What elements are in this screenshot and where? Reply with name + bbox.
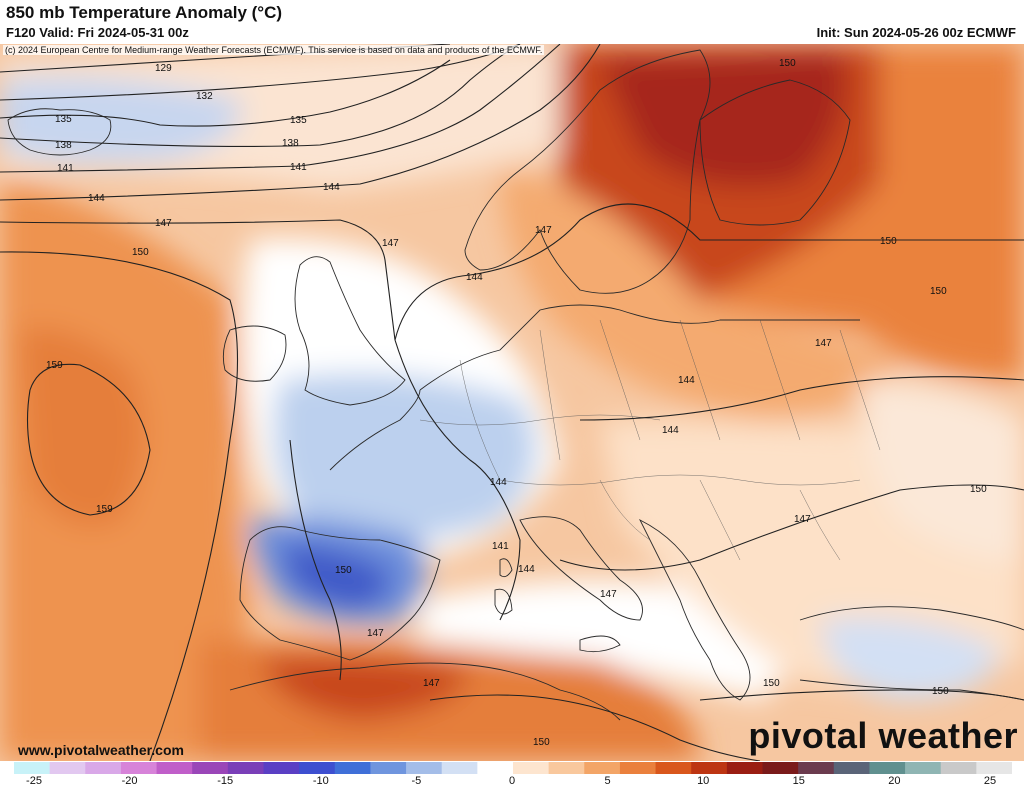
contour-label: 147 — [155, 218, 172, 229]
contour-label: 150 — [335, 565, 352, 576]
colorbar-swatch — [334, 762, 372, 774]
contour-label: 150 — [779, 58, 796, 69]
colorbar-swatch — [798, 762, 835, 774]
colorbar-tick-label: 15 — [792, 775, 805, 787]
brand-logo: pivotal weather — [748, 715, 1018, 756]
contour-label: 150 — [132, 247, 149, 258]
colorbar-tick-label: 10 — [697, 775, 710, 787]
contour-label: 147 — [600, 589, 617, 600]
colorbar-swatch — [406, 762, 443, 774]
contour-label: 150 — [930, 286, 947, 297]
contour-label: 141 — [57, 163, 74, 174]
contour-label: 141 — [290, 162, 307, 173]
colorbar-swatch — [584, 762, 621, 774]
contour-label: 147 — [815, 338, 832, 349]
colorbar-swatch — [869, 762, 906, 774]
contour-label: 144 — [518, 564, 535, 575]
contour-label: 141 — [492, 541, 509, 552]
contour-label: 150 — [763, 678, 780, 689]
colorbar-tick-label: 20 — [888, 775, 901, 787]
contour-label: 138 — [282, 138, 299, 149]
colorbar-swatch — [120, 762, 158, 774]
colorbar-swatch — [299, 762, 336, 774]
colorbar-swatch — [548, 762, 585, 774]
colorbar-tick-label: 25 — [983, 775, 997, 787]
colorbar-swatch — [619, 762, 657, 774]
map-title: 850 mb Temperature Anomaly (°C) — [6, 3, 283, 22]
contour-label: 132 — [196, 91, 213, 102]
colorbar-swatch — [513, 762, 550, 774]
colorbar-swatch — [441, 762, 478, 774]
contour-label: 147 — [423, 678, 440, 689]
colorbar-swatch — [477, 762, 514, 774]
contour-label: 159 — [46, 360, 63, 371]
colorbar-ticks: -25 -20 -15 -10 -5 0 5 10 15 20 25 — [0, 775, 1024, 791]
colorbar-swatch — [370, 762, 407, 774]
contour-label: 135 — [290, 115, 307, 126]
contour-label: 147 — [535, 225, 552, 236]
colorbar-swatch — [192, 762, 229, 774]
colorbar-tick-label: -25 — [26, 775, 42, 787]
header: 850 mb Temperature Anomaly (°C) F120 Val… — [0, 0, 1024, 44]
colorbar-tick-label: -20 — [121, 775, 138, 787]
colorbar-swatch — [905, 762, 942, 774]
colorbar-tick-label: 5 — [604, 775, 611, 787]
contour-label: 150 — [932, 686, 949, 697]
colorbar-swatch — [976, 762, 1012, 774]
colorbar-tick-label: -10 — [312, 775, 329, 787]
colorbar-swatch — [263, 762, 300, 774]
colorbar-tick-label: -15 — [217, 775, 234, 787]
colorbar-swatch — [655, 762, 692, 774]
contour-label: 144 — [490, 477, 507, 488]
colorbar-swatch — [691, 762, 728, 774]
contour-label: 144 — [466, 272, 483, 283]
colorbar-swatch — [156, 762, 193, 774]
colorbar-swatch — [762, 762, 799, 774]
contour-label: 129 — [155, 63, 172, 74]
colorbar-swatch — [85, 762, 122, 774]
init-time: Init: Sun 2024-05-26 00z ECMWF — [816, 25, 1016, 40]
colorbar-swatch — [940, 762, 977, 774]
contour-label: 144 — [88, 193, 105, 204]
colorbar-swatch — [833, 762, 871, 774]
contour-label: 150 — [880, 236, 897, 247]
colorbar-swatch — [49, 762, 86, 774]
copyright-notice: (c) 2024 European Centre for Medium-rang… — [3, 45, 545, 55]
colorbar-swatch — [14, 762, 51, 774]
valid-time: F120 Valid: Fri 2024-05-31 00z — [6, 25, 189, 40]
contour-label: 159 — [96, 504, 113, 515]
contour-label: 150 — [533, 737, 550, 748]
contour-label: 144 — [323, 182, 340, 193]
temperature-anomaly-map: 129 132 135 135 138 138 141 141 144 144 … — [0, 44, 1024, 761]
contour-label: 150 — [970, 484, 987, 495]
site-url[interactable]: www.pivotalweather.com — [18, 742, 184, 758]
contour-label: 147 — [382, 238, 399, 249]
contour-label: 147 — [367, 628, 384, 639]
colorbar-swatch — [726, 762, 764, 774]
contour-label: 144 — [662, 425, 679, 436]
contour-label: 144 — [678, 375, 695, 386]
colorbar-swatch — [227, 762, 265, 774]
contour-label: 147 — [794, 514, 811, 525]
contour-label: 135 — [55, 114, 72, 125]
colorbar-tick-label: 0 — [508, 775, 516, 787]
colorbar — [14, 762, 1012, 774]
contour-label: 138 — [55, 140, 72, 151]
colorbar-tick-label: -5 — [411, 775, 422, 787]
